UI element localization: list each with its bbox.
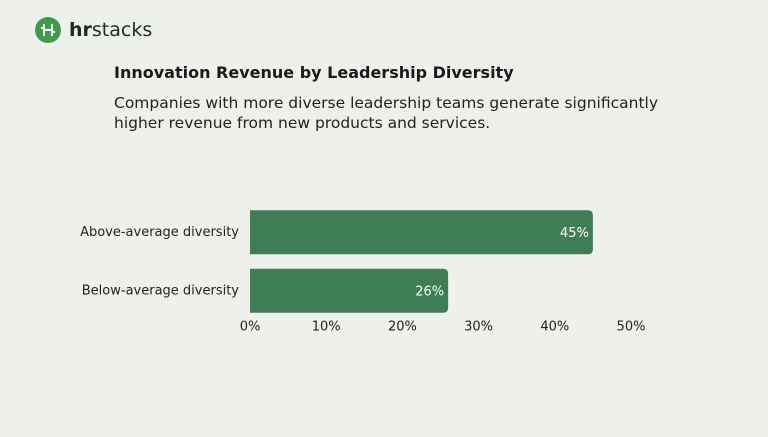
chart-title: Innovation Revenue by Leadership Diversi…	[114, 63, 514, 82]
y-tick-label: Below-average diversity	[82, 283, 240, 298]
brand: hrstacks	[35, 17, 152, 43]
chart-subtitle: Companies with more diverse leadership t…	[114, 94, 658, 132]
x-tick-label: 20%	[388, 320, 417, 335]
value-label: 26%	[415, 284, 444, 299]
y-tick-label: Above-average diversity	[80, 225, 239, 240]
x-tick-label: 30%	[464, 320, 493, 335]
x-tick-label: 50%	[617, 320, 646, 335]
brand-bold: hr	[69, 19, 92, 41]
x-tick-label: 0%	[240, 320, 261, 335]
value-label: 45%	[560, 226, 589, 241]
brand-name: hrstacks	[69, 19, 152, 41]
brand-rest: stacks	[91, 19, 153, 41]
bar	[250, 268, 449, 313]
bar	[250, 210, 593, 255]
x-tick-label: 40%	[540, 320, 569, 335]
logo-icon	[35, 17, 61, 43]
x-tick-label: 10%	[312, 320, 341, 335]
